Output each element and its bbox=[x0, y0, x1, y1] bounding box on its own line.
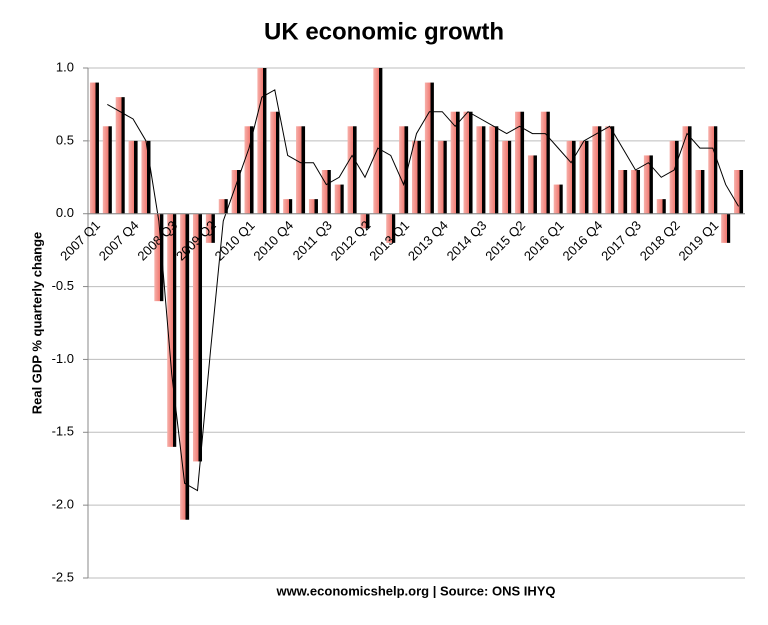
bar bbox=[618, 170, 628, 214]
bar bbox=[308, 199, 318, 214]
x-tick-label: 2014 Q3 bbox=[444, 218, 490, 264]
bar bbox=[244, 126, 254, 214]
x-tick-label: 2007 Q1 bbox=[57, 218, 103, 264]
bar bbox=[334, 184, 344, 214]
bar bbox=[721, 213, 731, 243]
bar bbox=[231, 170, 241, 214]
bar bbox=[360, 213, 370, 229]
bar bbox=[154, 213, 164, 302]
bar bbox=[424, 82, 434, 214]
bar bbox=[515, 111, 525, 214]
bar bbox=[192, 213, 203, 462]
bar bbox=[296, 126, 306, 214]
x-tick-label: 2016 Q4 bbox=[560, 218, 606, 264]
x-tick-label: 2019 Q1 bbox=[675, 218, 721, 264]
x-tick-label: 2017 Q3 bbox=[598, 218, 644, 264]
bar bbox=[283, 199, 293, 214]
x-tick-label: 2016 Q1 bbox=[521, 218, 567, 264]
chart-title: UK economic growth bbox=[264, 18, 504, 45]
x-tick-label: 2015 Q2 bbox=[482, 218, 528, 264]
y-tick-label: -2.0 bbox=[52, 497, 74, 512]
bar bbox=[579, 140, 589, 214]
x-tick-label: 2007 Q4 bbox=[96, 218, 142, 264]
bar bbox=[128, 140, 138, 214]
y-tick-label: 0.5 bbox=[56, 132, 74, 147]
bar bbox=[553, 184, 563, 214]
y-tick-label: 0.0 bbox=[56, 205, 74, 220]
y-tick-label: 1.0 bbox=[56, 59, 74, 74]
bar bbox=[115, 97, 125, 214]
bar bbox=[257, 68, 267, 214]
bar bbox=[630, 170, 641, 214]
bar bbox=[102, 126, 112, 214]
y-tick-label: -0.5 bbox=[52, 278, 74, 293]
x-tick-label: 2010 Q4 bbox=[250, 218, 296, 264]
bar bbox=[89, 82, 99, 214]
x-tick-label: 2011 Q3 bbox=[290, 218, 335, 263]
y-tick-label: -2.5 bbox=[52, 569, 74, 584]
y-tick-label: -1.0 bbox=[52, 351, 74, 366]
bar bbox=[463, 111, 473, 214]
bar bbox=[321, 170, 331, 214]
bar bbox=[270, 111, 280, 214]
bar bbox=[167, 213, 177, 447]
x-tick-label: 2013 Q4 bbox=[405, 218, 451, 264]
bar bbox=[450, 111, 460, 214]
bar bbox=[347, 126, 357, 214]
bar bbox=[605, 126, 615, 214]
bar bbox=[205, 213, 215, 243]
bar bbox=[682, 126, 692, 214]
bar bbox=[180, 213, 190, 520]
bar bbox=[476, 126, 486, 214]
bar bbox=[540, 111, 550, 214]
bar bbox=[437, 140, 447, 214]
x-tick-label: 2010 Q1 bbox=[212, 218, 258, 264]
bar bbox=[592, 126, 602, 214]
bar bbox=[734, 170, 744, 214]
bar bbox=[708, 126, 718, 214]
bar bbox=[502, 140, 512, 214]
bar bbox=[489, 126, 499, 214]
bar bbox=[399, 126, 409, 214]
y-axis-title: Real GDP % quarterly change bbox=[29, 232, 44, 415]
x-tick-label: 2018 Q2 bbox=[637, 218, 683, 264]
bar bbox=[373, 68, 383, 214]
bar bbox=[669, 140, 679, 214]
bar bbox=[566, 140, 576, 214]
bar bbox=[386, 213, 396, 243]
moving-average-line bbox=[107, 89, 739, 492]
bar bbox=[695, 170, 705, 214]
bar bbox=[218, 199, 228, 214]
x-tick-label: 2012 Q2 bbox=[328, 218, 374, 264]
bar bbox=[656, 199, 666, 214]
bar bbox=[141, 140, 151, 214]
bar bbox=[527, 155, 537, 214]
y-tick-label: -1.5 bbox=[52, 424, 74, 439]
bar bbox=[411, 140, 422, 214]
bar bbox=[643, 155, 653, 214]
source-note: www.economicshelp.org | Source: ONS IHYQ bbox=[275, 583, 555, 598]
